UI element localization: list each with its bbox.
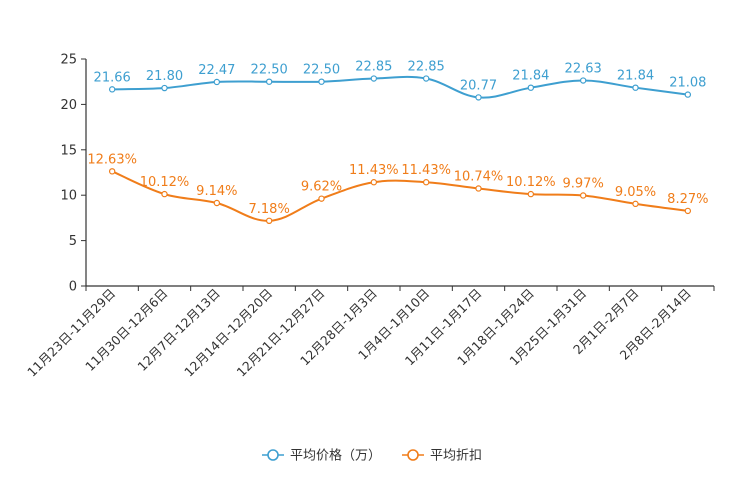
data-point — [213, 199, 221, 207]
data-point — [370, 75, 378, 82]
data-label: 10.12% — [506, 175, 556, 190]
data-label: 21.84 — [617, 69, 654, 84]
axes: 051015202511月23日-11月29日11月30日-12月6日12月7日… — [24, 53, 715, 380]
data-label: 22.50 — [303, 63, 340, 78]
legend-item-2[interactable]: 平均折扣 — [402, 449, 482, 464]
data-label: 21.66 — [94, 70, 131, 85]
data-point — [579, 77, 587, 84]
series-line — [111, 170, 688, 222]
data-point — [422, 179, 430, 186]
y-tick-label: 5 — [69, 234, 77, 249]
data-point — [632, 200, 639, 208]
series-line — [112, 75, 688, 99]
data-label: 21.84 — [512, 69, 549, 84]
data-point — [108, 86, 116, 93]
data-point — [684, 207, 692, 215]
data-label: 22.50 — [251, 63, 288, 78]
data-label: 21.08 — [669, 76, 706, 91]
data-point — [161, 84, 168, 92]
y-tick-label: 0 — [69, 280, 77, 295]
data-point — [527, 84, 535, 91]
legend-marker-icon — [267, 449, 279, 461]
data-label: 9.05% — [615, 185, 656, 200]
legend-marker-icon — [407, 449, 419, 461]
series-layer: 21.66 21.80 22.47 22.50 22.50 22.85 22.85 20.77… — [87, 60, 708, 225]
data-point — [684, 91, 692, 98]
data-label: 9.62% — [301, 180, 342, 195]
data-label: 22.85 — [408, 60, 445, 75]
data-point — [475, 94, 482, 101]
data-point — [475, 185, 482, 192]
data-point — [265, 217, 273, 225]
data-point — [422, 75, 430, 82]
data-label: 21.80 — [146, 69, 183, 84]
y-tick-label: 15 — [60, 143, 77, 158]
x-tick-label: 11月23日-11月29日 — [24, 286, 118, 380]
data-point — [265, 78, 273, 85]
data-label: 22.85 — [355, 60, 392, 75]
legend-label: 平均价格（万） — [290, 448, 381, 464]
data-label: 10.74% — [454, 169, 504, 184]
data-label: 10.12% — [140, 175, 190, 190]
data-point — [318, 195, 325, 202]
data-label: 12.63% — [87, 152, 137, 167]
data-point — [632, 84, 639, 91]
data-point — [108, 168, 116, 175]
data-point — [527, 190, 535, 198]
data-point — [579, 192, 587, 199]
data-label: 9.14% — [196, 184, 237, 199]
data-label: 20.77 — [460, 78, 497, 93]
legend-item-1[interactable]: 平均价格（万） — [262, 448, 381, 464]
data-point — [318, 78, 325, 85]
data-label: 8.27% — [667, 192, 708, 207]
data-label: 22.47 — [198, 63, 235, 78]
y-tick-label: 10 — [60, 189, 77, 204]
x-tick-label: 12月21日-12月27日 — [233, 286, 327, 380]
y-tick-label: 20 — [60, 98, 77, 113]
legend[interactable]: 平均价格（万） 平均折扣 — [262, 448, 482, 464]
data-point — [213, 78, 221, 86]
x-tick-label: 12月14日-12月20日 — [181, 286, 275, 380]
data-point — [370, 179, 378, 186]
series-2: 12.63%10.12%9.14%7.18%9.62%11.43% 11.43% 1… — [87, 152, 708, 225]
data-point — [161, 190, 168, 198]
data-label: 11.43% — [349, 163, 399, 178]
data-label: 11.43% — [401, 163, 451, 178]
data-label: 9.97% — [563, 176, 604, 191]
y-tick-label: 25 — [60, 53, 77, 68]
legend-label: 平均折扣 — [430, 449, 482, 464]
data-label: 7.18% — [249, 202, 290, 217]
series-1: 21.66 21.80 22.47 22.50 22.50 22.85 22.85 20.77… — [94, 60, 706, 101]
data-label: 22.63 — [565, 62, 602, 77]
